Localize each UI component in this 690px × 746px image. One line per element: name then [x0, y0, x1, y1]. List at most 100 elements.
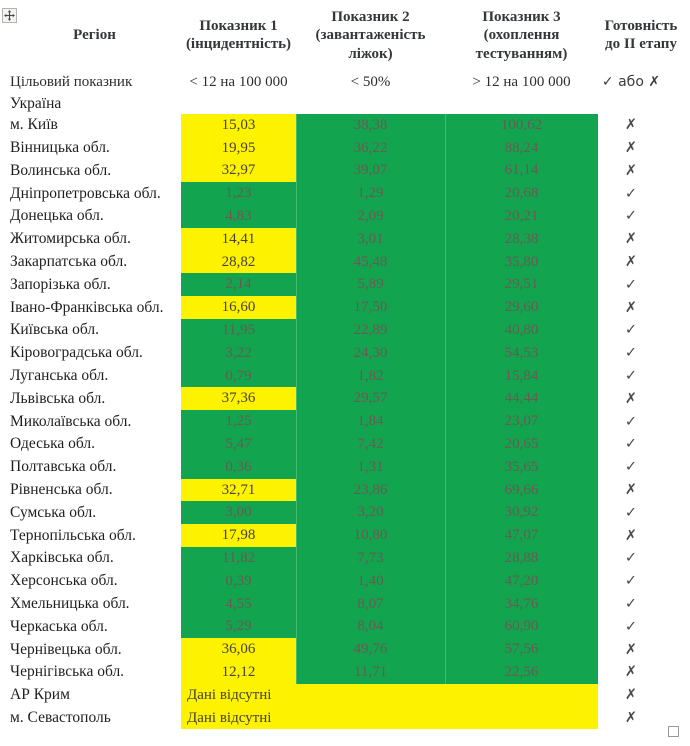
region-name: Луганська обл.: [10, 367, 109, 385]
indicator2-cell: 22,89: [296, 319, 445, 342]
table-resize-handle[interactable]: [668, 726, 679, 737]
table-row: Полтавська обл. 0,36 1,31 35,65 ✓: [8, 455, 684, 479]
table-row: Івано-Франківська обл. 16,60 17,50 29,60 ✗: [8, 296, 684, 320]
indicator2-cell: 1,29: [296, 182, 445, 206]
readiness-check-icon: ✓: [624, 208, 638, 225]
table-row: Харківська обл. 11,82 7,73 28,88 ✓: [8, 547, 684, 570]
target-readiness: ✓ або ✗: [601, 74, 661, 91]
readiness-cross-icon: ✗: [624, 641, 638, 658]
indicator2-cell: 1,31: [296, 455, 445, 479]
table-row: Київська обл. 11,95 22,89 40,80 ✓: [8, 319, 684, 342]
indicator1-cell: 12,12: [181, 661, 296, 684]
indicator1-cell: 32,71: [181, 478, 296, 502]
indicator2-cell: 1,82: [296, 364, 445, 388]
indicator2-cell: 2,09: [296, 205, 445, 228]
region-name: Миколаївська обл.: [10, 412, 132, 430]
indicator1-cell: 2,14: [181, 273, 296, 297]
readiness-cross-icon: ✗: [624, 687, 638, 704]
table-body: Цільовий показник < 12 на 100 000 < 50% …: [8, 70, 684, 730]
indicator1-cell: 28,82: [181, 250, 296, 274]
indicator1-cell: 11,95: [181, 319, 296, 342]
region-name: м. Севастополь: [10, 709, 111, 726]
country-label: Україна: [10, 95, 62, 113]
indicator1-cell: 1,23: [181, 182, 296, 206]
indicator3-cell: 22,56: [445, 661, 598, 684]
table-row: Закарпатська обл. 28,82 45,48 35,80 ✗: [8, 250, 684, 274]
indicator2-cell: 5,89: [296, 273, 445, 297]
region-name: м. Київ: [10, 116, 58, 134]
header-row: Регіон Показник 1 (інцидентність) Показн…: [8, 6, 684, 70]
empty-cell: [598, 95, 684, 114]
region-name: Хмельницька обл.: [10, 595, 130, 613]
readiness-check-icon: ✓: [624, 345, 638, 362]
indicator1-cell: 0,79: [181, 364, 296, 388]
indicator3-cell: 34,76: [445, 592, 598, 616]
indicator2-cell: 24,30: [296, 341, 445, 365]
readiness-cross-icon: ✗: [624, 527, 638, 544]
table-row: Житомирська обл. 14,41 3,01 28,38 ✗: [8, 227, 684, 251]
region-name: Полтавська обл.: [10, 458, 117, 476]
region-name: Донецька обл.: [10, 207, 104, 225]
table-row: Хмельницька обл. 4,55 8,07 34,76 ✓: [8, 592, 684, 616]
readiness-check-icon: ✓: [624, 276, 638, 293]
table-row: Черкаська обл. 5,29 8,04 60,90 ✓: [8, 615, 684, 639]
column-header-indicator1: Показник 1 (інцидентність): [185, 18, 292, 53]
table-row: Чернівецька обл. 36,06 49,76 57,56 ✗: [8, 638, 684, 662]
readiness-cross-icon: ✗: [624, 710, 638, 726]
table-move-handle[interactable]: [2, 8, 17, 23]
region-name: Одеська обл.: [10, 435, 96, 453]
indicator3-cell: 15,84: [445, 364, 598, 388]
readiness-cross-icon: ✗: [624, 162, 638, 179]
target-row: Цільовий показник < 12 на 100 000 < 50% …: [8, 70, 684, 95]
indicator3-cell: 61,14: [445, 159, 598, 183]
readiness-check-icon: ✓: [624, 596, 638, 613]
readiness-cross-icon: ✗: [624, 390, 638, 407]
region-name: Сумська обл.: [10, 503, 97, 521]
readiness-check-icon: ✓: [624, 413, 638, 430]
indicator1-cell: 32,97: [181, 159, 296, 183]
move-cross-icon: [4, 10, 15, 21]
indicator3-cell: 28,88: [445, 547, 598, 570]
region-name: Волинська обл.: [10, 161, 112, 179]
column-header-indicator2: Показник 2 (завантаженість ліжок): [315, 9, 426, 62]
indicator2-cell: 10,80: [296, 524, 445, 548]
region-name: Кіровоградська обл.: [10, 344, 143, 362]
indicator1-cell: 17,98: [181, 524, 296, 548]
readiness-check-icon: ✓: [624, 368, 638, 385]
indicator1-cell: 0,39: [181, 569, 296, 593]
readiness-cross-icon: ✗: [624, 117, 638, 134]
readiness-check-icon: ✓: [624, 436, 638, 453]
indicator3-cell: 100,62: [445, 113, 598, 137]
target-label: Цільовий показник: [10, 73, 133, 90]
region-name: Тернопільська обл.: [10, 526, 136, 544]
indicator1-cell: 16,60: [181, 296, 296, 320]
table-row: Луганська обл. 0,79 1,82 15,84 ✓: [8, 364, 684, 388]
region-name: Чернівецька обл.: [10, 640, 122, 658]
indicator3-cell: 54,53: [445, 341, 598, 365]
no-data-cell: Дані відсутні: [181, 706, 598, 730]
region-name: Запорізька обл.: [10, 275, 111, 293]
table-row: Дніпропетровська обл. 1,23 1,29 20,68 ✓: [8, 182, 684, 206]
indicator1-cell: 1,25: [181, 410, 296, 434]
readiness-cross-icon: ✗: [624, 254, 638, 271]
indicator1-cell: 4,55: [181, 592, 296, 616]
region-name: Харківська обл.: [10, 549, 114, 567]
table-row: Кіровоградська обл. 3,22 24,30 54,53 ✓: [8, 341, 684, 365]
readiness-check-icon: ✓: [624, 185, 638, 202]
indicator2-cell: 17,50: [296, 296, 445, 320]
indicator1-cell: 4,83: [181, 205, 296, 228]
indicator1-cell: 5,47: [181, 433, 296, 456]
indicator3-cell: 20,21: [445, 205, 598, 228]
readiness-check-icon: ✓: [624, 550, 638, 567]
empty-cell: [296, 95, 445, 114]
region-name: АР Крим: [10, 686, 70, 704]
readiness-check-icon: ✓: [624, 322, 638, 339]
readiness-cross-icon: ✗: [624, 664, 638, 681]
indicator1-cell: 0,36: [181, 455, 296, 479]
indicator3-cell: 23,07: [445, 410, 598, 434]
table-row: Рівненська обл. 32,71 23,86 69,66 ✗: [8, 478, 684, 502]
empty-cell: [181, 95, 296, 114]
table-row: Запорізька обл. 2,14 5,89 29,51 ✓: [8, 273, 684, 297]
region-name: Херсонська обл.: [10, 572, 118, 590]
indicator2-cell: 8,04: [296, 615, 445, 639]
